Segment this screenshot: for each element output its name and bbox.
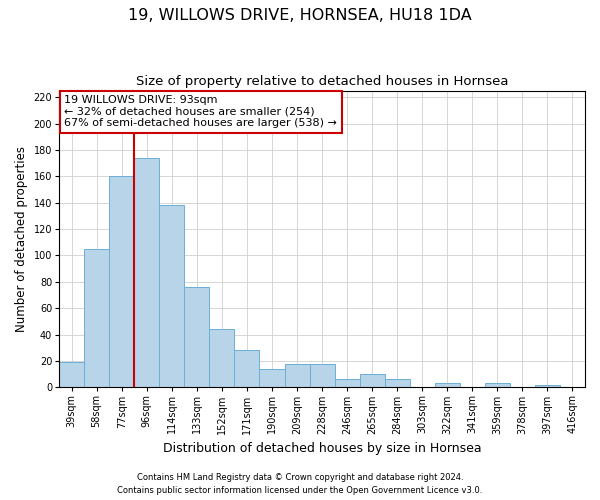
Bar [235, 350, 259, 388]
Y-axis label: Number of detached properties: Number of detached properties [15, 146, 28, 332]
Bar [259, 369, 284, 388]
Bar [134, 158, 159, 388]
Bar [184, 287, 209, 388]
Text: 19, WILLOWS DRIVE, HORNSEA, HU18 1DA: 19, WILLOWS DRIVE, HORNSEA, HU18 1DA [128, 8, 472, 22]
Bar [109, 176, 134, 388]
Bar [485, 384, 510, 388]
Bar [284, 364, 310, 388]
Title: Size of property relative to detached houses in Hornsea: Size of property relative to detached ho… [136, 75, 508, 88]
Bar [84, 249, 109, 388]
Bar [435, 384, 460, 388]
X-axis label: Distribution of detached houses by size in Hornsea: Distribution of detached houses by size … [163, 442, 481, 455]
Bar [359, 374, 385, 388]
Bar [310, 364, 335, 388]
Text: Contains HM Land Registry data © Crown copyright and database right 2024.
Contai: Contains HM Land Registry data © Crown c… [118, 474, 482, 495]
Bar [335, 380, 359, 388]
Bar [59, 362, 84, 388]
Bar [209, 330, 235, 388]
Text: 19 WILLOWS DRIVE: 93sqm
← 32% of detached houses are smaller (254)
67% of semi-d: 19 WILLOWS DRIVE: 93sqm ← 32% of detache… [64, 95, 337, 128]
Bar [385, 380, 410, 388]
Bar [535, 384, 560, 388]
Bar [159, 206, 184, 388]
